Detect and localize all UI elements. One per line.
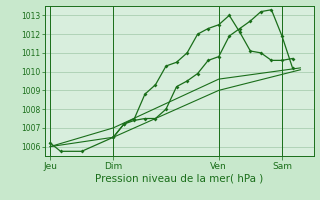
X-axis label: Pression niveau de la mer( hPa ): Pression niveau de la mer( hPa ) xyxy=(95,173,263,183)
